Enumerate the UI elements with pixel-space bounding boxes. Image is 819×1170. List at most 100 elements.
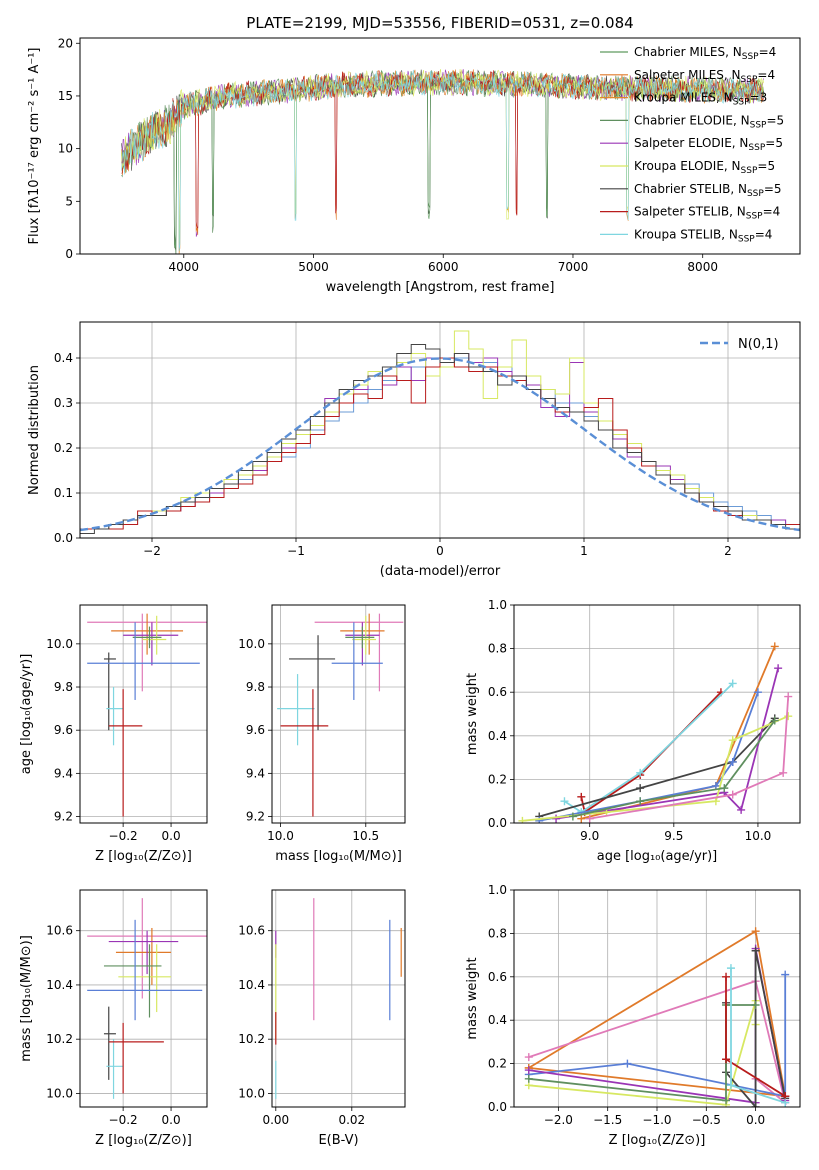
y-tick-label: 0 bbox=[65, 247, 73, 261]
weight-marker bbox=[636, 784, 645, 793]
legend-label: Chabrier ELODIE, NSSP=5 bbox=[634, 113, 784, 130]
figure-title: PLATE=2199, MJD=53556, FIBERID=0531, z=0… bbox=[246, 14, 633, 32]
panel-Z-weight: −2.0 −1.5 −1.0 −0.5 0.0 0.0 0.2 0.4 0.6 0.8 1.0 Z [… bbox=[465, 883, 801, 1148]
legend-label: Salpeter ELODIE, NSSP=5 bbox=[634, 136, 783, 153]
panel-spectrum: 4000 5000 6000 7000 8000 0 5 10 15 20 Chabrier MIL… bbox=[27, 36, 801, 295]
panel-age-weight: 9.0 9.5 10.0 0.0 0.2 0.4 0.6 0.8 1.0 age [log₁₀(a… bbox=[465, 598, 801, 864]
y-tick-label: 10.4 bbox=[238, 978, 265, 992]
x-tick-label: −1.5 bbox=[593, 1113, 622, 1127]
y-tick-label: 5 bbox=[65, 194, 73, 208]
gaussian-curve bbox=[80, 357, 800, 532]
legend-label: N(0,1) bbox=[738, 337, 779, 352]
y-tick-label: 9.2 bbox=[54, 810, 73, 824]
weight-marker bbox=[623, 1059, 632, 1068]
legend-label: Chabrier MILES, NSSP=4 bbox=[634, 45, 776, 62]
x-tick-label: 8000 bbox=[687, 260, 718, 274]
x-tick-label: 0.00 bbox=[262, 1113, 289, 1127]
x-tick-label: 0.0 bbox=[162, 829, 181, 843]
weight-marker bbox=[535, 816, 544, 823]
weight-marker bbox=[722, 972, 731, 981]
x-tick-label: 1 bbox=[580, 544, 588, 558]
x-tick-label: 9.0 bbox=[580, 829, 599, 843]
weight-line bbox=[589, 696, 790, 820]
weight-marker bbox=[774, 664, 783, 673]
x-tick-label: 10.5 bbox=[352, 829, 379, 843]
y-tick-label: 9.4 bbox=[54, 766, 73, 780]
weight-marker bbox=[728, 679, 737, 688]
weight-marker bbox=[722, 1096, 731, 1105]
y-axis-label: Flux [fλ10⁻¹⁷ erg cm⁻² s⁻¹ A⁻¹] bbox=[27, 48, 42, 245]
y-axis-label: mass weight bbox=[465, 673, 480, 755]
weight-marker bbox=[585, 814, 594, 823]
panel-Z-mass: −0.2 0.0 10.0 10.2 10.4 10.6 Z [log₁₀(Z/Z⊙)] ma… bbox=[19, 889, 208, 1148]
axes-frame bbox=[513, 604, 801, 824]
x-axis-label: Z [log₁₀(Z/Z⊙)] bbox=[609, 1133, 706, 1148]
x-tick-label: 10.0 bbox=[267, 829, 294, 843]
y-tick-label: 20 bbox=[58, 36, 73, 50]
weight-line bbox=[528, 979, 787, 1106]
x-tick-label: −2.0 bbox=[544, 1113, 573, 1127]
y-tick-label: 0.6 bbox=[488, 970, 507, 984]
axes-frame bbox=[79, 321, 801, 539]
weight-marker bbox=[751, 1103, 760, 1107]
x-tick-label: −1.0 bbox=[642, 1113, 671, 1127]
x-tick-label: −0.5 bbox=[692, 1113, 721, 1127]
plot-area bbox=[275, 898, 402, 1099]
weight-marker bbox=[524, 1066, 533, 1075]
weight-marker bbox=[751, 1001, 760, 1010]
panel-Z-age: −0.2 0.0 9.2 9.4 9.6 9.8 10.0 Z [log₁₀(Z/Z⊙)] ag… bbox=[19, 604, 208, 864]
weight-marker bbox=[753, 688, 762, 697]
plot-area bbox=[121, 69, 764, 254]
x-tick-label: −2 bbox=[143, 544, 161, 558]
x-axis-label: E(B-V) bbox=[318, 1133, 358, 1148]
y-tick-label: 0.8 bbox=[488, 642, 507, 656]
axes-frame bbox=[271, 604, 406, 824]
weight-marker bbox=[728, 757, 737, 766]
y-tick-label: 0.2 bbox=[54, 441, 73, 455]
x-axis-label: age [log₁₀(age/yr)] bbox=[597, 849, 718, 864]
plot-area bbox=[80, 330, 800, 538]
plot-area bbox=[277, 613, 404, 817]
weight-marker bbox=[737, 805, 746, 814]
weight-marker bbox=[568, 812, 577, 821]
weight-marker bbox=[781, 1098, 790, 1107]
x-tick-label: 0.0 bbox=[162, 1113, 181, 1127]
weight-marker bbox=[781, 970, 790, 979]
y-tick-label: 10.0 bbox=[238, 1086, 265, 1100]
y-axis-label: mass weight bbox=[465, 957, 480, 1039]
plot-area bbox=[87, 613, 207, 817]
x-tick-label: 0.0 bbox=[746, 1113, 765, 1127]
y-tick-label: 9.6 bbox=[246, 723, 265, 737]
y-tick-label: 1.0 bbox=[488, 598, 507, 612]
weight-marker bbox=[728, 736, 737, 745]
weight-marker bbox=[784, 712, 793, 721]
y-tick-label: 0.4 bbox=[54, 351, 73, 365]
y-tick-label: 0.0 bbox=[488, 1100, 507, 1114]
weight-marker bbox=[577, 814, 586, 823]
legend-label: Kroupa MILES, NSSP=3 bbox=[634, 91, 767, 108]
y-tick-label: 10.4 bbox=[46, 978, 73, 992]
plot-area bbox=[518, 642, 793, 823]
plot-area bbox=[87, 898, 207, 1099]
y-tick-label: 10 bbox=[58, 142, 73, 156]
weight-marker bbox=[751, 927, 760, 936]
x-tick-label: 7000 bbox=[558, 260, 589, 274]
weight-line bbox=[538, 717, 776, 818]
y-axis-label: age [log₁₀(age/yr)] bbox=[19, 654, 34, 775]
y-tick-label: 10.2 bbox=[46, 1032, 73, 1046]
legend-label: Chabrier STELIB, NSSP=5 bbox=[634, 182, 782, 199]
y-tick-label: 9.8 bbox=[246, 680, 265, 694]
axes-frame bbox=[513, 889, 801, 1108]
y-tick-label: 0.3 bbox=[54, 396, 73, 410]
legend-label: Kroupa STELIB, NSSP=4 bbox=[634, 227, 772, 244]
y-tick-label: 9.6 bbox=[54, 723, 73, 737]
x-tick-label: −0.2 bbox=[109, 829, 138, 843]
panel-mass-age: 10.0 10.5 9.2 9.4 9.6 9.8 10.0 mass [log₁₀(M/M⊙… bbox=[238, 604, 406, 864]
y-tick-label: 0.8 bbox=[488, 926, 507, 940]
weight-marker bbox=[784, 692, 793, 701]
y-tick-label: 10.0 bbox=[238, 637, 265, 651]
x-tick-label: 6000 bbox=[428, 260, 459, 274]
x-tick-label: 9.5 bbox=[664, 829, 683, 843]
